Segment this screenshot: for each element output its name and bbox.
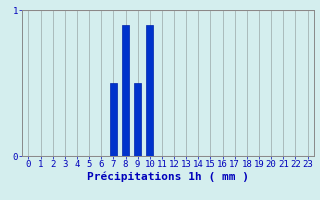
- X-axis label: Précipitations 1h ( mm ): Précipitations 1h ( mm ): [87, 172, 249, 182]
- Bar: [134, 83, 141, 156]
- Bar: [110, 83, 117, 156]
- Bar: [146, 25, 154, 156]
- Bar: [122, 25, 129, 156]
